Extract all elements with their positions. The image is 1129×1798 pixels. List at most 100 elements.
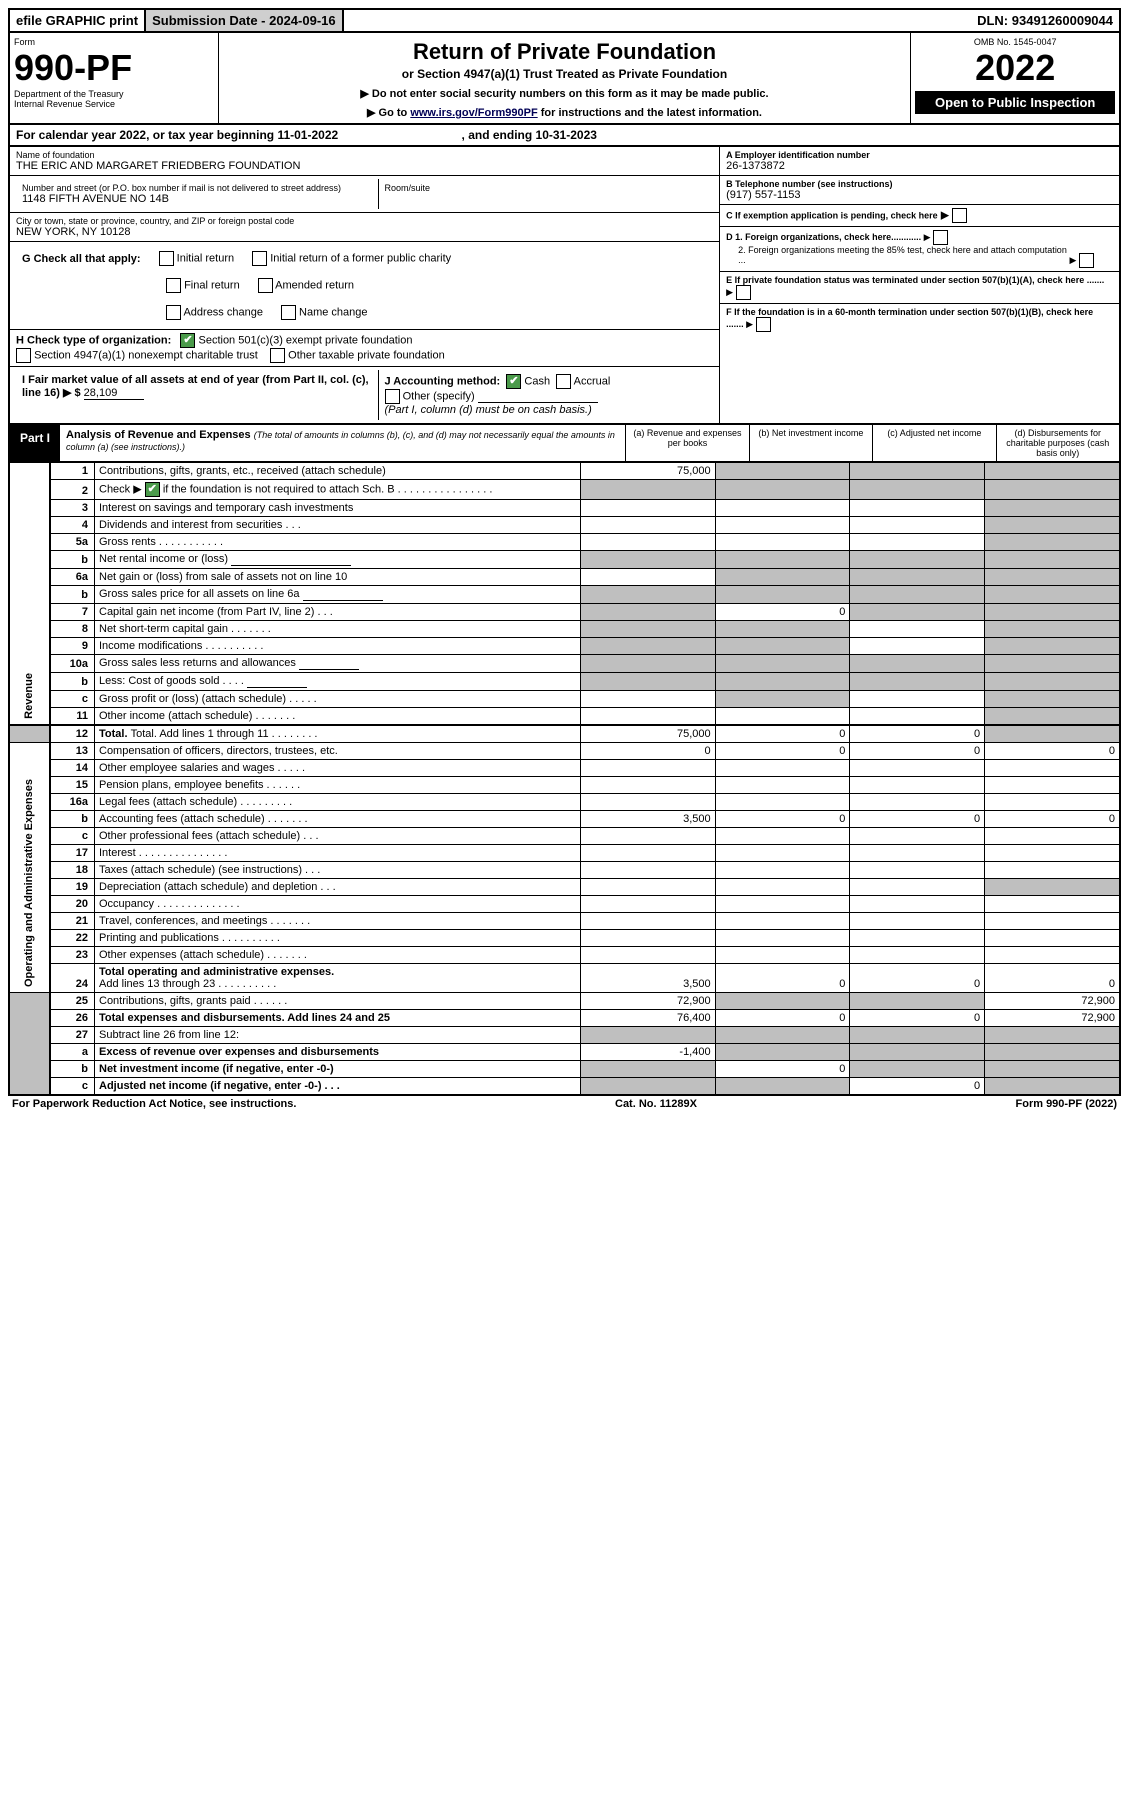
- footer: For Paperwork Reduction Act Notice, see …: [8, 1096, 1121, 1112]
- omb: OMB No. 1545-0047: [915, 37, 1115, 47]
- h-label: H Check type of organization:: [16, 334, 171, 346]
- ein: 26-1373872: [726, 160, 1113, 172]
- table-row: Operating and Administrative Expenses 13…: [9, 743, 1120, 760]
- e-label: E If private foundation status was termi…: [726, 275, 1104, 285]
- table-row: bNet investment income (if negative, ent…: [9, 1061, 1120, 1078]
- checkbox-other-tax[interactable]: [270, 348, 285, 363]
- table-row: cAdjusted net income (if negative, enter…: [9, 1078, 1120, 1096]
- table-row: 7Capital gain net income (from Part IV, …: [9, 604, 1120, 621]
- checkbox-name[interactable]: [281, 305, 296, 320]
- table-row: 8Net short-term capital gain . . . . . .…: [9, 621, 1120, 638]
- part1-title: Analysis of Revenue and Expenses: [66, 429, 251, 441]
- form-header: Form 990-PF Department of the Treasury I…: [8, 33, 1121, 125]
- form-number: 990-PF: [14, 47, 214, 89]
- checkbox-f[interactable]: [756, 317, 771, 332]
- table-row: bGross sales price for all assets on lin…: [9, 586, 1120, 604]
- form-title: Return of Private Foundation: [223, 39, 907, 65]
- open-public: Open to Public Inspection: [915, 91, 1115, 114]
- table-row: 22Printing and publications . . . . . . …: [9, 930, 1120, 947]
- table-row: cOther professional fees (attach schedul…: [9, 828, 1120, 845]
- efile-label: efile GRAPHIC print: [10, 10, 146, 31]
- note2: ▶ Go to www.irs.gov/Form990PF for instru…: [223, 106, 907, 119]
- checkbox-e[interactable]: [736, 285, 751, 300]
- col-b: (b) Net investment income: [750, 425, 873, 461]
- top-bar: efile GRAPHIC print Submission Date - 20…: [8, 8, 1121, 33]
- checkbox-501c3[interactable]: ✔: [180, 333, 195, 348]
- f-label: F If the foundation is in a 60-month ter…: [726, 307, 1093, 329]
- j-note: (Part I, column (d) must be on cash basi…: [385, 404, 592, 416]
- table-row: 11Other income (attach schedule) . . . .…: [9, 708, 1120, 726]
- dln: DLN: 93491260009044: [971, 10, 1119, 31]
- checkbox-4947[interactable]: [16, 348, 31, 363]
- form-subtitle: or Section 4947(a)(1) Trust Treated as P…: [223, 67, 907, 81]
- checkbox-accrual[interactable]: [556, 374, 571, 389]
- checkbox-d1[interactable]: [933, 230, 948, 245]
- table-row: 23Other expenses (attach schedule) . . .…: [9, 947, 1120, 964]
- part1-table: Revenue 1 Contributions, gifts, grants, …: [8, 463, 1121, 1096]
- b-label: B Telephone number (see instructions): [726, 179, 1113, 189]
- table-row: cGross profit or (loss) (attach schedule…: [9, 691, 1120, 708]
- checkbox-d2[interactable]: [1079, 253, 1094, 268]
- table-row: 17Interest . . . . . . . . . . . . . . .: [9, 845, 1120, 862]
- form-label: Form: [14, 37, 214, 47]
- table-row: bLess: Cost of goods sold . . . .: [9, 673, 1120, 691]
- checkbox-final[interactable]: [166, 278, 181, 293]
- irs: Internal Revenue Service: [14, 99, 214, 109]
- table-row: 2 Check ▶ ✔ if the foundation is not req…: [9, 480, 1120, 500]
- table-row: 27Subtract line 26 from line 12:: [9, 1027, 1120, 1044]
- table-row: aExcess of revenue over expenses and dis…: [9, 1044, 1120, 1061]
- table-row: 24Total operating and administrative exp…: [9, 964, 1120, 993]
- fmv-value: 28,109: [84, 387, 144, 400]
- checkbox-cash[interactable]: ✔: [506, 374, 521, 389]
- checkbox-initial[interactable]: [159, 251, 174, 266]
- col-a: (a) Revenue and expenses per books: [626, 425, 749, 461]
- part1-label: Part I: [10, 425, 60, 461]
- room-label: Room/suite: [379, 179, 714, 209]
- checkbox-other-method[interactable]: [385, 389, 400, 404]
- col-d: (d) Disbursements for charitable purpose…: [997, 425, 1119, 461]
- table-row: bAccounting fees (attach schedule) . . .…: [9, 811, 1120, 828]
- footer-mid: Cat. No. 11289X: [615, 1098, 697, 1110]
- footer-right: Form 990-PF (2022): [1016, 1098, 1118, 1110]
- calendar-year-row: For calendar year 2022, or tax year begi…: [8, 125, 1121, 147]
- foundation-name: THE ERIC AND MARGARET FRIEDBERG FOUNDATI…: [16, 160, 713, 172]
- table-row: 14Other employee salaries and wages . . …: [9, 760, 1120, 777]
- checkbox-c[interactable]: [952, 208, 967, 223]
- col-c: (c) Adjusted net income: [873, 425, 996, 461]
- table-row: 5aGross rents . . . . . . . . . . .: [9, 534, 1120, 551]
- phone: (917) 557-1153: [726, 189, 1113, 201]
- table-row: 10aGross sales less returns and allowanc…: [9, 655, 1120, 673]
- checkbox-schb[interactable]: ✔: [145, 482, 160, 497]
- d2-label: 2. Foreign organizations meeting the 85%…: [726, 245, 1067, 265]
- table-row: 4Dividends and interest from securities …: [9, 517, 1120, 534]
- table-row: 20Occupancy . . . . . . . . . . . . . .: [9, 896, 1120, 913]
- info-grid: Name of foundation THE ERIC AND MARGARET…: [8, 147, 1121, 425]
- name-label: Name of foundation: [16, 150, 713, 160]
- checkbox-amended[interactable]: [258, 278, 273, 293]
- address: 1148 FIFTH AVENUE NO 14B: [22, 193, 372, 205]
- city-label: City or town, state or province, country…: [16, 216, 713, 226]
- tax-year: 2022: [915, 47, 1115, 89]
- submission-date: Submission Date - 2024-09-16: [146, 10, 344, 31]
- c-label: C If exemption application is pending, c…: [726, 210, 938, 220]
- table-row: 3Interest on savings and temporary cash …: [9, 500, 1120, 517]
- city: NEW YORK, NY 10128: [16, 226, 713, 238]
- checkbox-initial-former[interactable]: [252, 251, 267, 266]
- table-row: 21Travel, conferences, and meetings . . …: [9, 913, 1120, 930]
- footer-left: For Paperwork Reduction Act Notice, see …: [12, 1098, 296, 1110]
- checkbox-address[interactable]: [166, 305, 181, 320]
- table-row: 15Pension plans, employee benefits . . .…: [9, 777, 1120, 794]
- table-row: 9Income modifications . . . . . . . . . …: [9, 638, 1120, 655]
- table-row: bNet rental income or (loss): [9, 551, 1120, 569]
- j-label: J Accounting method:: [385, 375, 501, 387]
- table-row: 16aLegal fees (attach schedule) . . . . …: [9, 794, 1120, 811]
- note1: ▶ Do not enter social security numbers o…: [223, 87, 907, 100]
- instructions-link[interactable]: www.irs.gov/Form990PF: [410, 107, 537, 119]
- table-row: 25Contributions, gifts, grants paid . . …: [9, 993, 1120, 1010]
- table-row: 12Total. Total. Add lines 1 through 11 .…: [9, 725, 1120, 743]
- addr-label: Number and street (or P.O. box number if…: [22, 183, 372, 193]
- table-row: 18Taxes (attach schedule) (see instructi…: [9, 862, 1120, 879]
- table-row: 19Depreciation (attach schedule) and dep…: [9, 879, 1120, 896]
- a-label: A Employer identification number: [726, 150, 1113, 160]
- table-row: Revenue 1 Contributions, gifts, grants, …: [9, 463, 1120, 480]
